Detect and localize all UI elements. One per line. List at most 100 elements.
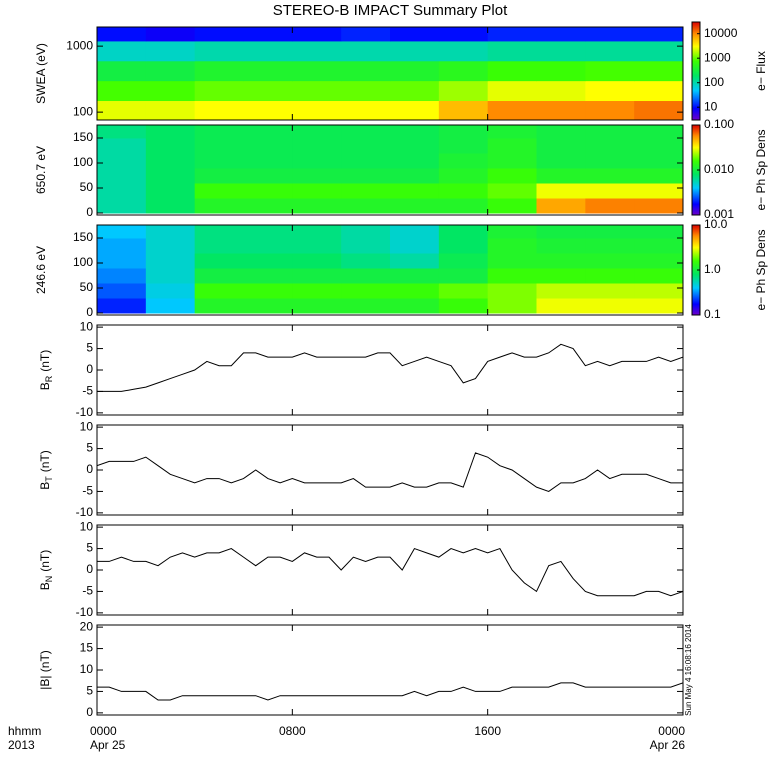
heatmap-cell [341, 168, 391, 184]
heatmap-cell [390, 125, 440, 139]
heatmap-cell [438, 168, 489, 184]
colorbar [691, 21, 701, 121]
heatmap-cell [634, 225, 683, 239]
heatmap-cell [536, 198, 586, 214]
heatmap-cell [341, 40, 391, 62]
heatmap-cell [292, 253, 342, 269]
panel [97, 225, 683, 314]
colorbar-tick-label: 10000 [704, 26, 738, 40]
heatmap-cell [438, 238, 489, 254]
y-tick-label: 5 [86, 684, 93, 698]
heatmap-cell [487, 40, 537, 62]
heatmap-cell [97, 253, 147, 269]
heatmap-cell [341, 153, 391, 169]
heatmap-cell [194, 153, 244, 169]
y-axis-label: SWEA (eV) [34, 43, 48, 104]
heatmap-cell [634, 168, 683, 184]
heatmap-cell [97, 153, 147, 169]
y-tick-label: 5 [86, 541, 93, 555]
heatmap-cell [97, 298, 147, 314]
heatmap-cell [194, 100, 244, 120]
colorbar-label: e− Flux [754, 51, 768, 91]
colorbar-tick-label: 10 [704, 99, 718, 113]
heatmap-cell [438, 138, 489, 154]
heatmap-cell [145, 198, 196, 214]
heatmap-cell [243, 138, 293, 154]
heatmap-cell [438, 153, 489, 169]
heatmap-cell [536, 238, 586, 254]
y-tick-label: 0 [86, 705, 93, 719]
heatmap-cell [634, 40, 683, 62]
y-tick-label: 10 [80, 419, 94, 433]
heatmap-cell [292, 138, 342, 154]
y-tick-label: 0 [86, 205, 93, 219]
y-axis-label-unit: (nT) [38, 550, 52, 572]
y-tick-label: 10 [80, 519, 94, 533]
y-tick-label: -10 [76, 505, 94, 519]
y-tick-label: -10 [76, 405, 94, 419]
heatmap-cell [145, 80, 196, 102]
x-axis-label-year: 2013 [8, 738, 35, 752]
heatmap-cell [438, 100, 489, 120]
y-axis-label-text: 246.6 eV [34, 246, 48, 294]
y-tick-label: 5 [86, 341, 93, 355]
heatmap-cell [243, 183, 293, 199]
heatmap-cell [634, 283, 683, 299]
heatmap-cell [536, 298, 586, 314]
heatmap-cell [487, 225, 537, 239]
heatmap-cell [145, 27, 196, 42]
heatmap-cell [341, 125, 391, 139]
heatmap-cell [438, 298, 489, 314]
heatmap-cell [145, 100, 196, 120]
data-line [97, 343, 683, 392]
heatmap-cell [536, 283, 586, 299]
heatmap-cell [97, 100, 147, 120]
heatmap-cell [438, 283, 489, 299]
y-axis-label: |B| (nT) [38, 650, 52, 690]
heatmap-cell [341, 298, 391, 314]
heatmap-cell [194, 60, 244, 82]
heatmap-cell [97, 27, 147, 42]
x-tick-label: 1600 [474, 724, 501, 738]
heatmap-cell [292, 80, 342, 102]
colorbar-tick-label: 0.001 [704, 207, 734, 221]
colorbar-label: e− Ph Sp Dens [754, 229, 768, 310]
heatmap-cell [97, 168, 147, 184]
heatmap-cell [390, 253, 440, 269]
panel [97, 682, 683, 701]
heatmap-cell [97, 283, 147, 299]
heatmap-cell [292, 153, 342, 169]
heatmap-cell [292, 268, 342, 284]
heatmap-cell [536, 80, 586, 102]
y-tick-label: 50 [80, 180, 94, 194]
heatmap-cell [97, 80, 147, 102]
heatmap-cell [536, 268, 586, 284]
panel [97, 125, 683, 214]
heatmap-cell [145, 183, 196, 199]
heatmap-cell [634, 198, 683, 214]
heatmap-cell [536, 40, 586, 62]
x-axis-label: hhmm [8, 724, 41, 738]
y-tick-label: 5 [86, 441, 93, 455]
chart-title: STEREO-B IMPACT Summary Plot [273, 2, 508, 19]
heatmap-cell [634, 268, 683, 284]
colorbar-tick-label: 1000 [704, 50, 731, 64]
heatmap-cell [292, 40, 342, 62]
heatmap-cell [243, 225, 293, 239]
heatmap-cell [341, 80, 391, 102]
heatmap-cell [292, 27, 342, 42]
x-date-label: Apr 25 [90, 738, 126, 752]
heatmap-cell [243, 27, 293, 42]
heatmap-cell [536, 153, 586, 169]
heatmap-cell [585, 125, 635, 139]
y-tick-label: -5 [82, 484, 93, 498]
y-axis-label-sub: T [44, 476, 54, 482]
heatmap-cell [438, 253, 489, 269]
heatmap-cell [585, 168, 635, 184]
heatmap-cell [97, 198, 147, 214]
heatmap-cell [585, 198, 635, 214]
heatmap-cell [145, 238, 196, 254]
heatmap-cell [341, 100, 391, 120]
panel-frame [96, 124, 684, 216]
heatmap-cell [390, 168, 440, 184]
